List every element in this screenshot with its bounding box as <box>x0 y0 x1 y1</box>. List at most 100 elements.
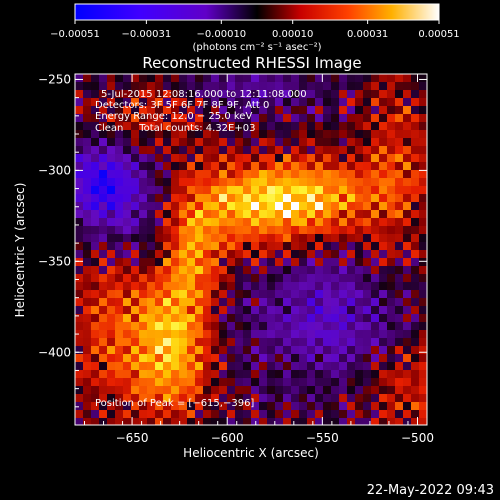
heatmap-cell <box>371 258 380 267</box>
heatmap-cell <box>267 74 276 83</box>
heatmap-cell <box>99 306 108 315</box>
heatmap-cell <box>75 338 84 347</box>
heatmap-cell <box>355 330 364 339</box>
heatmap-cell <box>403 138 412 147</box>
heatmap-cell <box>355 306 364 315</box>
heatmap-cell <box>107 186 116 195</box>
heatmap-cell <box>323 162 332 171</box>
heatmap-cell <box>235 114 244 123</box>
heatmap-cell <box>123 242 132 251</box>
heatmap-cell <box>419 162 427 171</box>
heatmap-cell <box>139 90 148 99</box>
heatmap-cell <box>235 186 244 195</box>
heatmap-cell <box>107 106 116 115</box>
heatmap-cell <box>299 394 308 403</box>
heatmap-cell <box>347 226 356 235</box>
heatmap-cell <box>387 154 396 163</box>
heatmap-cell <box>323 218 332 227</box>
heatmap-cell <box>171 338 180 347</box>
heatmap-cell <box>347 154 356 163</box>
heatmap-cell <box>147 258 156 267</box>
heatmap-cell <box>307 250 316 259</box>
heatmap-cell <box>227 146 236 155</box>
heatmap-cell <box>267 338 276 347</box>
heatmap-cell <box>171 106 180 115</box>
heatmap-cell <box>275 210 284 219</box>
heatmap-cell <box>363 226 372 235</box>
heatmap-cell <box>363 250 372 259</box>
heatmap-cell <box>203 114 212 123</box>
heatmap-cell <box>219 370 228 379</box>
heatmap-cell <box>187 322 196 331</box>
heatmap-cell <box>411 402 420 411</box>
heatmap-cell <box>387 290 396 299</box>
heatmap-cell <box>267 322 276 331</box>
heatmap-cell <box>315 258 324 267</box>
heatmap-cell <box>115 210 124 219</box>
heatmap-cell <box>107 250 116 259</box>
heatmap-cell <box>307 378 316 387</box>
heatmap-cell <box>315 402 324 411</box>
heatmap-cell <box>347 354 356 363</box>
heatmap-cell <box>379 282 388 291</box>
heatmap-cell <box>315 290 324 299</box>
heatmap-cell <box>203 362 212 371</box>
heatmap-cell <box>283 74 292 83</box>
heatmap-cell <box>283 290 292 299</box>
heatmap-cell <box>315 114 324 123</box>
heatmap-cell <box>131 394 140 403</box>
heatmap-cell <box>155 98 164 107</box>
heatmap-cell <box>99 162 108 171</box>
heatmap-cell <box>283 234 292 243</box>
heatmap-cell <box>147 418 156 425</box>
heatmap-cell <box>75 226 84 235</box>
heatmap-cell <box>187 250 196 259</box>
heatmap-cell <box>227 346 236 355</box>
heatmap-cell <box>227 186 236 195</box>
heatmap-cell <box>283 298 292 307</box>
heatmap-cell <box>251 114 260 123</box>
heatmap-cell <box>355 346 364 355</box>
heatmap-cell <box>379 138 388 147</box>
heatmap-cell <box>355 386 364 395</box>
heatmap-cell <box>179 218 188 227</box>
heatmap-cell <box>91 282 100 291</box>
heatmap-cell <box>243 90 252 99</box>
heatmap-cell <box>147 194 156 203</box>
heatmap-cell <box>123 386 132 395</box>
heatmap-cell <box>387 354 396 363</box>
heatmap-cell <box>211 394 220 403</box>
heatmap-cell <box>163 370 172 379</box>
heatmap-cell <box>299 282 308 291</box>
heatmap-cell <box>179 170 188 179</box>
heatmap-cell <box>107 322 116 331</box>
heatmap-cell <box>235 258 244 267</box>
heatmap-cell <box>371 162 380 171</box>
heatmap-cell <box>355 194 364 203</box>
heatmap-cell <box>187 290 196 299</box>
heatmap-cell <box>163 122 172 131</box>
heatmap-cell <box>91 306 100 315</box>
heatmap-cell <box>259 218 268 227</box>
heatmap-cell <box>387 274 396 283</box>
heatmap-cell <box>283 90 292 99</box>
heatmap-cell <box>171 122 180 131</box>
heatmap-cell <box>419 362 427 371</box>
heatmap-cell <box>331 274 340 283</box>
heatmap-cell <box>323 242 332 251</box>
heatmap-cell <box>123 338 132 347</box>
heatmap-cell <box>307 226 316 235</box>
heatmap-cell <box>219 242 228 251</box>
heatmap-cell <box>139 162 148 171</box>
heatmap-cell <box>123 258 132 267</box>
heatmap-cell <box>187 338 196 347</box>
heatmap-cell <box>131 130 140 139</box>
heatmap-cell <box>363 306 372 315</box>
heatmap-cell <box>115 298 124 307</box>
heatmap-cell <box>139 410 148 419</box>
heatmap-cell <box>339 266 348 275</box>
heatmap-cell <box>219 378 228 387</box>
heatmap-cell <box>75 266 84 275</box>
heatmap-cell <box>91 378 100 387</box>
heatmap-cell <box>307 74 316 83</box>
